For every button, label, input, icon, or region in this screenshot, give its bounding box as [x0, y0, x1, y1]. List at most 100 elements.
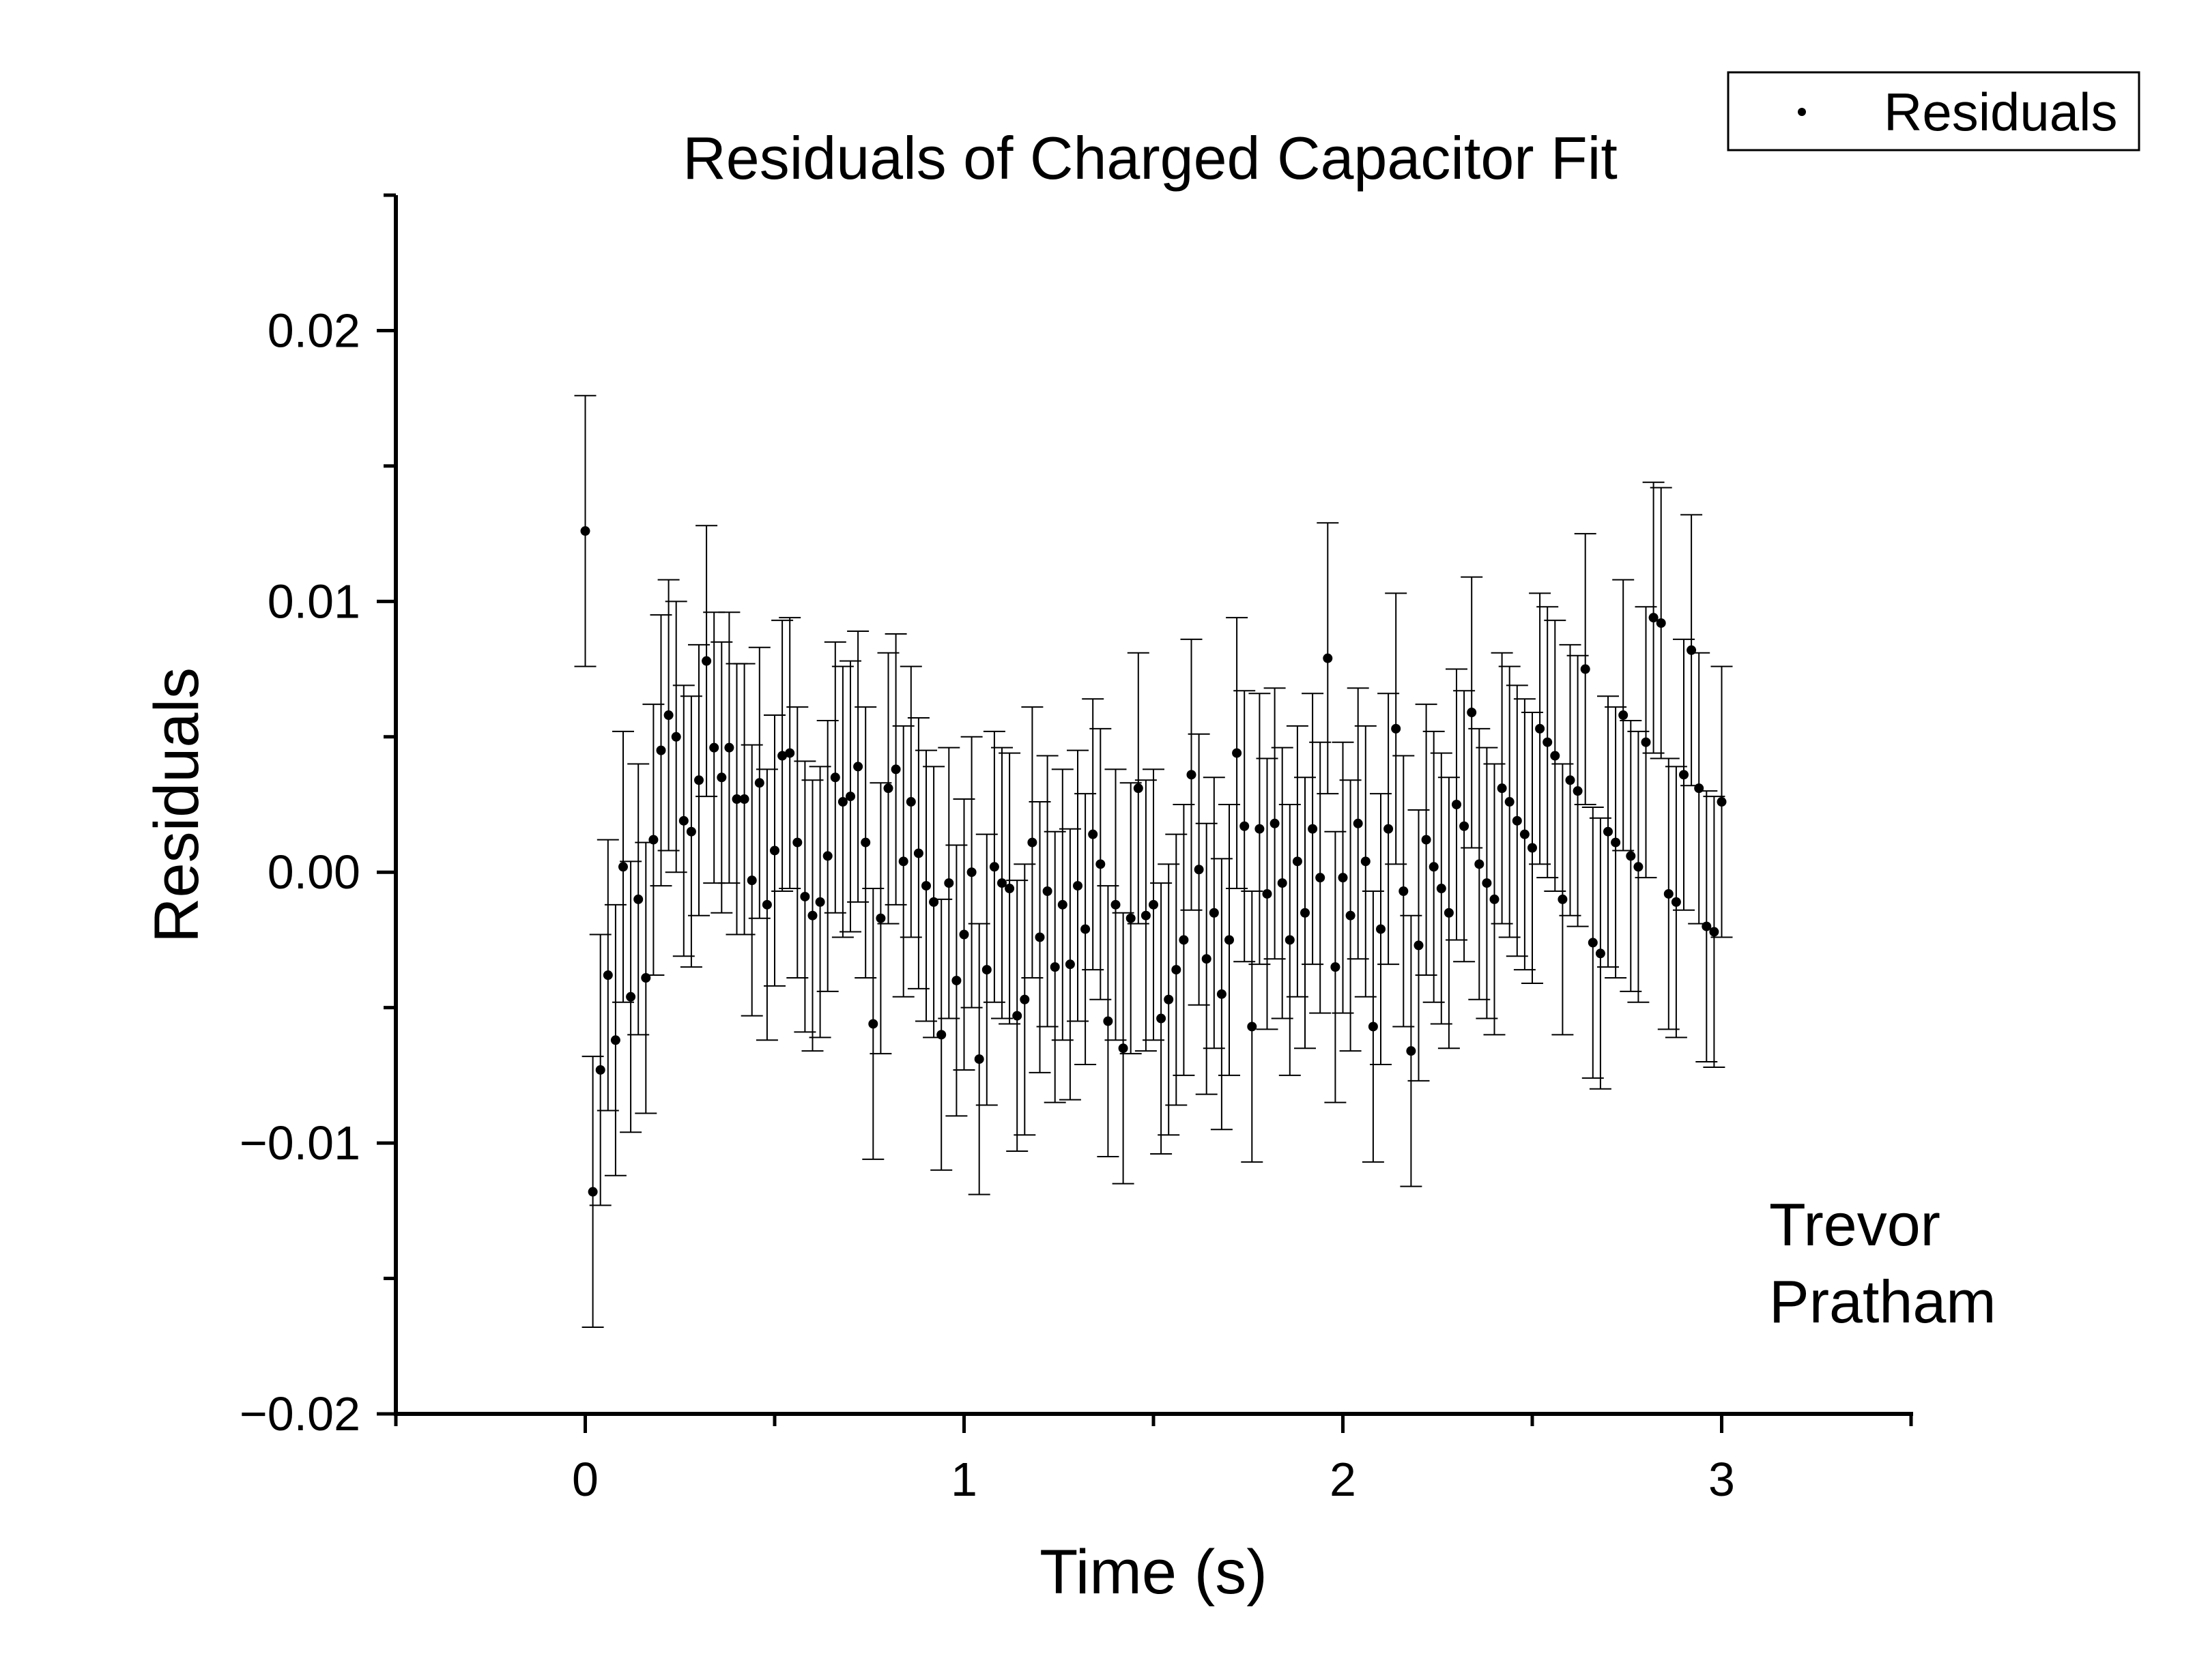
data-point	[868, 1019, 878, 1029]
data-point	[1687, 645, 1697, 655]
data-point	[656, 745, 666, 755]
x-tick-label: 2	[1330, 1453, 1356, 1506]
y-tick-label: 0.02	[268, 304, 360, 357]
data-point	[1588, 938, 1598, 948]
data-point	[1247, 1022, 1257, 1032]
data-point	[1110, 899, 1121, 910]
data-point	[830, 772, 840, 783]
data-point	[1171, 965, 1181, 975]
x-tick-label: 0	[572, 1453, 599, 1506]
data-point	[929, 897, 939, 907]
data-point	[837, 797, 848, 807]
data-point	[1209, 908, 1219, 918]
data-point	[1360, 856, 1371, 867]
x-axis-label: Time (s)	[1039, 1537, 1267, 1607]
y-tick-label: 0.00	[268, 845, 360, 899]
data-point	[762, 899, 772, 910]
data-point	[1398, 886, 1409, 897]
y-tick-label: −0.01	[240, 1116, 360, 1170]
data-point	[618, 862, 628, 872]
data-point	[883, 783, 893, 794]
data-point	[641, 973, 651, 983]
chart-title: Residuals of Charged Capacitor Fit	[683, 124, 1618, 192]
legend-marker	[1798, 108, 1806, 116]
data-point	[861, 837, 871, 848]
data-point	[626, 991, 636, 1002]
data-point	[1005, 884, 1015, 894]
data-point	[747, 875, 757, 886]
data-point	[1709, 927, 1719, 937]
data-point	[1042, 886, 1052, 897]
data-point	[1164, 994, 1174, 1004]
data-point	[1103, 1016, 1113, 1026]
data-point	[709, 742, 719, 753]
data-point	[785, 748, 795, 758]
data-point	[770, 845, 779, 856]
data-point	[981, 965, 992, 975]
data-point	[1232, 748, 1242, 758]
data-point	[1626, 851, 1636, 861]
data-point	[1368, 1022, 1378, 1032]
data-point	[853, 762, 863, 772]
data-point	[966, 867, 977, 878]
data-point	[1467, 708, 1477, 718]
data-point	[595, 1065, 605, 1075]
data-point	[891, 764, 901, 774]
data-point	[1285, 935, 1295, 945]
data-point	[1073, 881, 1082, 891]
data-point	[1391, 723, 1401, 734]
data-point	[1035, 932, 1045, 942]
data-point	[807, 910, 818, 921]
data-point	[1641, 737, 1651, 747]
data-point	[974, 1054, 984, 1065]
data-point	[648, 835, 659, 845]
data-point	[678, 815, 689, 826]
data-point	[1383, 824, 1394, 834]
x-axis-ticks: 0 1 2 3	[394, 1414, 1913, 1506]
data-point	[671, 732, 681, 742]
y-tick-label: −0.02	[240, 1387, 360, 1440]
data-point	[588, 1187, 598, 1197]
data-point	[936, 1030, 947, 1040]
data-point	[1315, 873, 1325, 883]
data-point	[1414, 940, 1424, 951]
legend-label: Residuals	[1884, 82, 2118, 142]
data-point	[1277, 878, 1287, 888]
data-point	[792, 837, 803, 848]
y-tick-label: 0.01	[268, 575, 360, 628]
data-point	[1149, 899, 1158, 910]
data-point	[822, 851, 833, 861]
data-point	[1550, 751, 1560, 761]
data-point	[913, 848, 923, 858]
data-point	[1239, 821, 1250, 831]
data-point	[1595, 948, 1605, 959]
y-axis-ticks: −0.02 −0.01 0.00 0.01 0.02	[240, 193, 396, 1440]
data-point	[1088, 829, 1098, 839]
data-point	[1179, 935, 1189, 945]
data-point	[1633, 862, 1644, 872]
data-point	[1459, 821, 1469, 831]
data-point	[1224, 935, 1234, 945]
data-point	[603, 970, 613, 981]
data-point	[944, 878, 954, 888]
data-point	[1474, 859, 1484, 869]
data-point	[694, 775, 704, 785]
data-point	[610, 1035, 620, 1045]
data-point	[1694, 783, 1704, 794]
annotation-trevor: Trevor	[1769, 1191, 1940, 1258]
data-point	[724, 742, 734, 753]
data-point	[1254, 824, 1265, 834]
data-point	[1444, 908, 1454, 918]
data-point	[1663, 888, 1674, 899]
data-point	[1308, 824, 1318, 834]
data-point	[1679, 770, 1689, 780]
data-point	[1269, 818, 1280, 828]
data-point	[997, 878, 1007, 888]
data-point	[1345, 910, 1355, 921]
data-point	[1353, 818, 1363, 828]
data-point	[1118, 1043, 1128, 1054]
data-point	[732, 794, 742, 805]
data-point	[663, 710, 674, 721]
data-point	[1186, 770, 1196, 780]
